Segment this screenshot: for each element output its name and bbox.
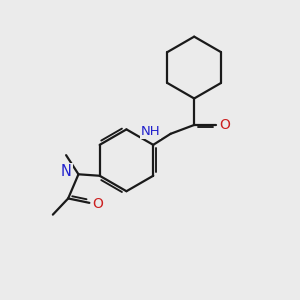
Text: O: O: [219, 118, 230, 132]
Text: N: N: [61, 164, 72, 179]
Text: O: O: [92, 197, 103, 211]
Text: NH: NH: [141, 125, 160, 138]
